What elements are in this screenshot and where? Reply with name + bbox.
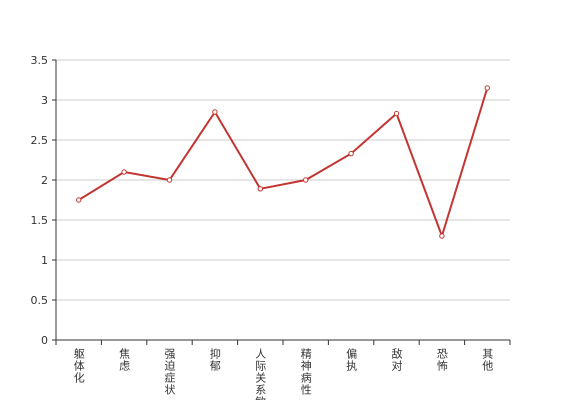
- point: [393, 110, 400, 117]
- x-tick-label: 其他: [481, 348, 494, 372]
- point: [484, 85, 490, 91]
- x-tick-label: 偏执: [345, 347, 358, 372]
- x-tick-label: 焦虑: [118, 348, 131, 372]
- x-tick-label: 强迫症状: [163, 348, 176, 396]
- line: [78, 87, 489, 240]
- x-tick-label: 恐怖: [435, 348, 448, 372]
- y-tick-label: 2: [41, 174, 48, 187]
- y-tick-label: 0: [41, 334, 48, 347]
- y-tick-label: 3.5: [31, 54, 49, 67]
- point: [348, 150, 354, 157]
- y-tick-label: 2.5: [31, 134, 49, 147]
- y-tick-label: 3: [41, 94, 48, 107]
- x-tick-label: 躯体化: [72, 348, 85, 384]
- x-tick-label: 敌对: [390, 347, 403, 372]
- point: [257, 186, 263, 192]
- x-tick-label: 抑郁: [208, 347, 221, 372]
- point: [76, 197, 82, 203]
- y-tick-label: 1: [41, 254, 48, 267]
- point: [121, 169, 127, 175]
- y-tick-label: 1.5: [31, 214, 49, 227]
- point: [212, 109, 218, 115]
- x-tick-label: 人际关系敏感: [254, 348, 267, 400]
- point: [439, 233, 445, 239]
- point: [303, 177, 309, 183]
- point: [166, 177, 173, 183]
- y-tick-label: 0.5: [31, 294, 49, 307]
- x-tick-label: 精神病性: [299, 348, 312, 396]
